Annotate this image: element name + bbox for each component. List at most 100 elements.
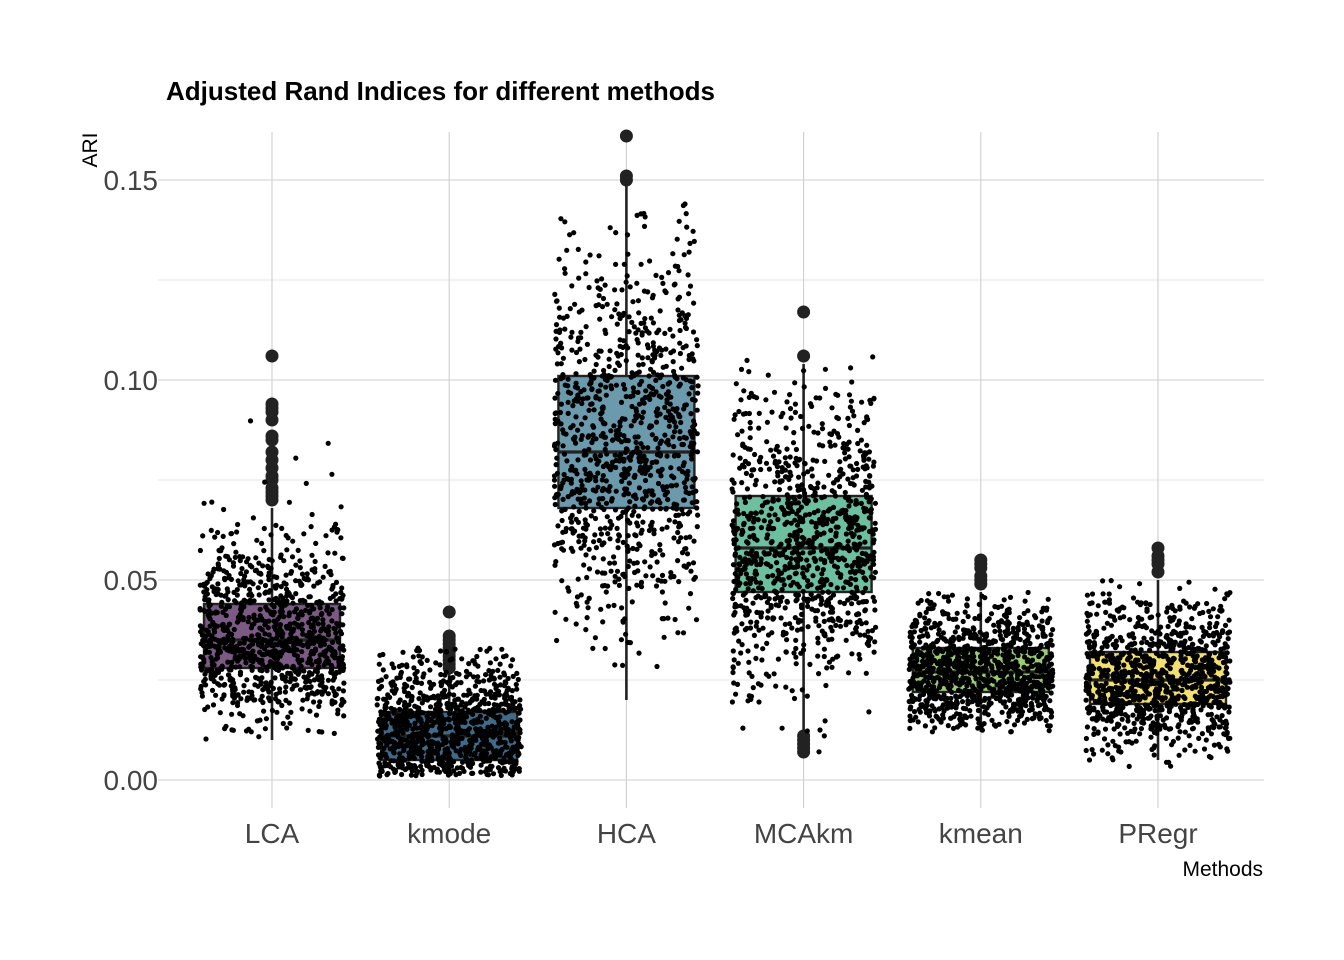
jitter-point xyxy=(779,615,784,620)
jitter-point xyxy=(643,214,648,219)
jitter-point xyxy=(806,498,811,503)
jitter-point xyxy=(339,703,344,708)
jitter-point xyxy=(824,549,829,554)
jitter-point xyxy=(866,643,871,648)
jitter-point xyxy=(928,600,933,605)
jitter-point xyxy=(418,659,423,664)
jitter-point xyxy=(636,434,641,439)
jitter-point xyxy=(554,456,559,461)
jitter-point xyxy=(823,386,828,391)
jitter-point xyxy=(940,712,945,717)
jitter-point xyxy=(647,330,652,335)
jitter-point xyxy=(217,548,222,553)
jitter-point xyxy=(872,650,877,655)
jitter-point xyxy=(249,593,254,598)
jitter-point xyxy=(335,711,340,716)
jitter-point xyxy=(762,518,767,523)
x-tick-label: LCA xyxy=(245,818,300,849)
jitter-point xyxy=(638,459,643,464)
jitter-point xyxy=(789,521,794,526)
jitter-point xyxy=(736,545,741,550)
jitter-point xyxy=(870,354,875,359)
jitter-point xyxy=(844,563,849,568)
jitter-point xyxy=(427,667,432,672)
jitter-point xyxy=(645,445,650,450)
jitter-point xyxy=(580,433,585,438)
jitter-point xyxy=(419,759,424,764)
jitter-point xyxy=(212,662,217,667)
jitter-point xyxy=(815,481,820,486)
jitter-point xyxy=(923,723,928,728)
jitter-point xyxy=(682,435,687,440)
jitter-point xyxy=(919,704,924,709)
jitter-point xyxy=(474,756,479,761)
jitter-point xyxy=(262,526,267,531)
jitter-point xyxy=(247,587,252,592)
jitter-point xyxy=(444,751,449,756)
jitter-point xyxy=(664,397,669,402)
jitter-point xyxy=(976,695,981,700)
jitter-point xyxy=(402,758,407,763)
jitter-point xyxy=(319,627,324,632)
jitter-point xyxy=(758,467,763,472)
jitter-point xyxy=(614,383,619,388)
jitter-point xyxy=(289,569,294,574)
jitter-point xyxy=(828,528,833,533)
jitter-point xyxy=(754,554,759,559)
jitter-point xyxy=(855,467,860,472)
jitter-point xyxy=(690,484,695,489)
jitter-point xyxy=(1012,722,1017,727)
jitter-point xyxy=(1048,723,1053,728)
jitter-point xyxy=(819,595,824,600)
jitter-point xyxy=(257,650,262,655)
jitter-point xyxy=(732,610,737,615)
jitter-point xyxy=(570,403,575,408)
jitter-point xyxy=(420,728,425,733)
jitter-point xyxy=(680,511,685,516)
jitter-point xyxy=(452,702,457,707)
jitter-point xyxy=(460,760,465,765)
jitter-point xyxy=(260,694,265,699)
jitter-point xyxy=(518,730,523,735)
jitter-point xyxy=(784,631,789,636)
jitter-point xyxy=(660,552,665,557)
jitter-point xyxy=(509,766,514,771)
jitter-point xyxy=(656,469,661,474)
jitter-point xyxy=(338,535,343,540)
jitter-point xyxy=(684,377,689,382)
jitter-point xyxy=(742,495,747,500)
jitter-point xyxy=(428,704,433,709)
jitter-point xyxy=(622,386,627,391)
jitter-point xyxy=(291,626,296,631)
jitter-point xyxy=(603,442,608,447)
jitter-point xyxy=(690,477,695,482)
jitter-point xyxy=(262,480,267,485)
jitter-point xyxy=(872,607,877,612)
jitter-point xyxy=(759,509,764,514)
jitter-point xyxy=(558,410,563,415)
jitter-point xyxy=(209,667,214,672)
jitter-point xyxy=(587,285,592,290)
jitter-point xyxy=(508,735,513,740)
jitter-point xyxy=(482,697,487,702)
jitter-point xyxy=(961,721,966,726)
jitter-point xyxy=(918,693,923,698)
jitter-point xyxy=(556,344,561,349)
jitter-point xyxy=(569,464,574,469)
jitter-point xyxy=(237,656,242,661)
jitter-point xyxy=(650,432,655,437)
jitter-point xyxy=(428,753,433,758)
jitter-point xyxy=(587,596,592,601)
jitter-point xyxy=(1036,654,1041,659)
jitter-point xyxy=(769,506,774,511)
jitter-point xyxy=(1024,681,1029,686)
jitter-point xyxy=(735,682,740,687)
jitter-point xyxy=(626,586,631,591)
jitter-point xyxy=(225,660,230,665)
jitter-point xyxy=(307,709,312,714)
jitter-point xyxy=(791,565,796,570)
jitter-point xyxy=(847,423,852,428)
jitter-point xyxy=(274,667,279,672)
jitter-point xyxy=(488,676,493,681)
jitter-point xyxy=(991,623,996,628)
